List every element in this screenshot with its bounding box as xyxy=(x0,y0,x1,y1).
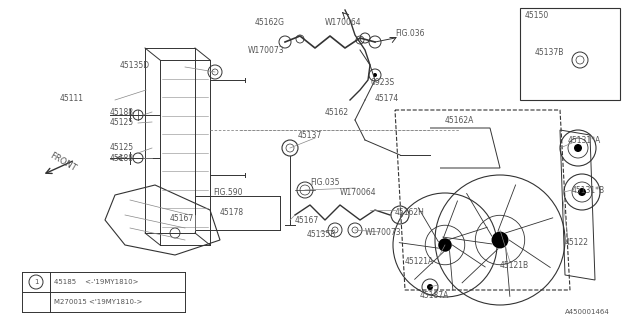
Circle shape xyxy=(438,238,452,252)
Text: 45188: 45188 xyxy=(110,108,134,116)
Text: 45137B: 45137B xyxy=(535,47,564,57)
Text: FIG.036: FIG.036 xyxy=(395,28,424,37)
Text: 45137: 45137 xyxy=(298,131,323,140)
Text: 45162H: 45162H xyxy=(395,207,425,217)
Text: 45150: 45150 xyxy=(525,11,549,20)
Text: 45125: 45125 xyxy=(110,117,134,126)
Text: 45167: 45167 xyxy=(295,215,319,225)
Text: 45187A: 45187A xyxy=(420,291,449,300)
Text: 45125: 45125 xyxy=(110,142,134,151)
Circle shape xyxy=(578,188,586,196)
Text: W170064: W170064 xyxy=(325,18,362,27)
Text: FIG.035: FIG.035 xyxy=(310,178,339,187)
Text: W170073: W170073 xyxy=(365,228,402,236)
Text: 45174: 45174 xyxy=(375,93,399,102)
Text: A450001464: A450001464 xyxy=(565,309,610,315)
Text: 1: 1 xyxy=(34,279,38,285)
Text: 45121B: 45121B xyxy=(500,260,529,269)
Circle shape xyxy=(574,144,582,152)
Circle shape xyxy=(492,232,508,248)
Text: W170064: W170064 xyxy=(340,188,376,196)
Circle shape xyxy=(427,284,433,290)
Text: 45167: 45167 xyxy=(170,213,195,222)
Text: 0923S: 0923S xyxy=(370,77,394,86)
Text: 45131*B: 45131*B xyxy=(572,186,605,195)
Text: 45122: 45122 xyxy=(565,237,589,246)
Circle shape xyxy=(373,73,377,77)
Text: 45121A: 45121A xyxy=(405,258,435,267)
Text: 45135D: 45135D xyxy=(120,60,150,69)
Text: FRONT: FRONT xyxy=(48,151,77,173)
Text: FIG.590: FIG.590 xyxy=(213,188,243,196)
Text: 45188: 45188 xyxy=(110,154,134,163)
Text: 45135B: 45135B xyxy=(307,229,337,238)
Text: 45185    <-'19MY1810>: 45185 <-'19MY1810> xyxy=(54,279,138,285)
Text: 45178: 45178 xyxy=(220,207,244,217)
Text: 1: 1 xyxy=(397,212,403,218)
Text: 45111: 45111 xyxy=(60,93,84,102)
Text: 45162G: 45162G xyxy=(255,18,285,27)
Text: W170073: W170073 xyxy=(248,45,285,54)
Text: 45162A: 45162A xyxy=(445,116,474,124)
Text: 45131*A: 45131*A xyxy=(568,135,601,145)
Text: M270015 <'19MY1810->: M270015 <'19MY1810-> xyxy=(54,299,142,305)
Text: 45162: 45162 xyxy=(325,108,349,116)
